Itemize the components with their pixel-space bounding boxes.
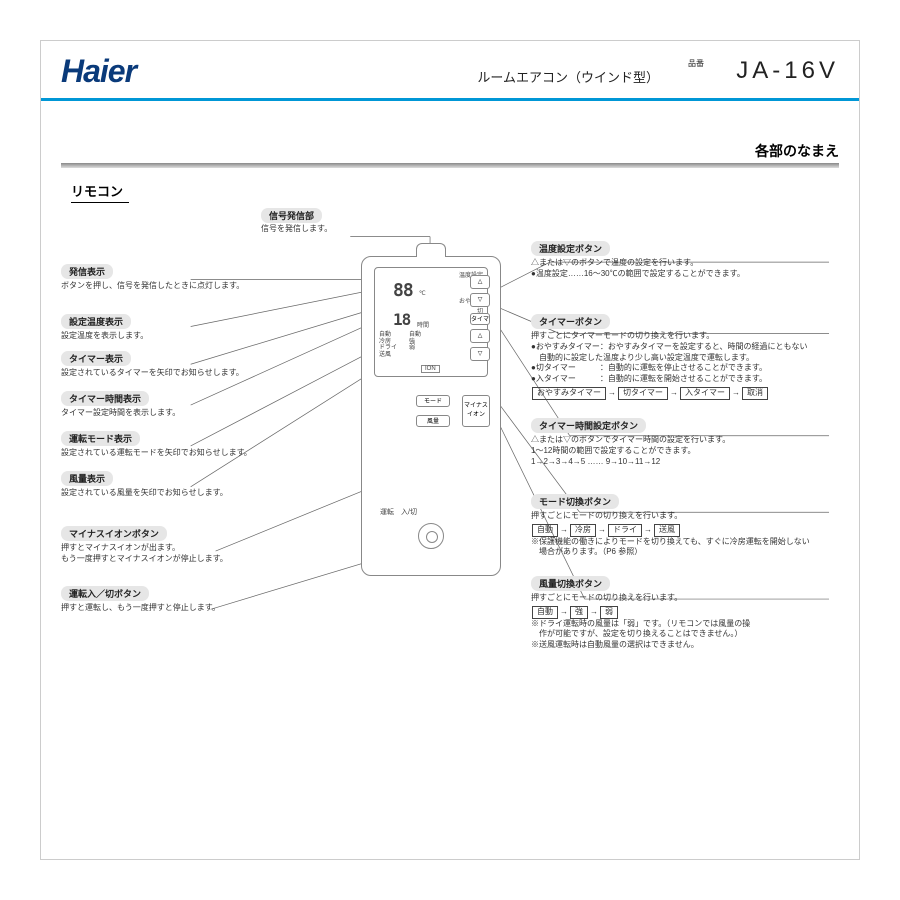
callout-left: 運転モード表示設定されている運転モードを矢印でお知らせします。 bbox=[61, 431, 251, 459]
callout-title: 設定温度表示 bbox=[61, 314, 131, 329]
product-name: ルームエアコン（ウインド型） bbox=[477, 67, 659, 86]
lcd-temp: 88 bbox=[393, 280, 413, 301]
callout-right: タイマーボタン押すごとにタイマーモードの切り換えを行います。●おやすみタイマー：… bbox=[531, 314, 841, 400]
callout-title: タイマー時間表示 bbox=[61, 391, 149, 406]
emitter-window bbox=[416, 243, 446, 257]
fan-button[interactable]: 風量 bbox=[416, 415, 450, 427]
callout-left: 風量表示設定されている風量を矢印でお知らせします。 bbox=[61, 471, 251, 499]
callout-title: 風量表示 bbox=[61, 471, 113, 486]
callout-desc: △または▽のボタンでタイマー時間の設定を行います。1～12時間の範囲で設定するこ… bbox=[531, 435, 841, 467]
callout-left: タイマー時間表示タイマー設定時間を表示します。 bbox=[61, 391, 251, 419]
callout-desc: 信号を発信します。 bbox=[261, 224, 332, 233]
part-no-label: 品番 bbox=[688, 58, 704, 69]
lcd-timer-unit: 時間 bbox=[417, 320, 429, 329]
subtitle: リモコン bbox=[71, 181, 129, 203]
callout-title: 風量切換ボタン bbox=[531, 576, 610, 591]
callout-title: タイマー表示 bbox=[61, 351, 131, 366]
callout-title: 温度設定ボタン bbox=[531, 241, 610, 256]
callout-left: マイナスイオンボタン押すとマイナスイオンが出ます。もう一度押すとマイナスイオンが… bbox=[61, 526, 251, 565]
lcd-fans: 自動 強 弱 bbox=[409, 332, 421, 352]
callout-desc: 押すごとにモードの切り換えを行います。自動→冷房→ドライ→送風※保護機能の働きに… bbox=[531, 511, 841, 558]
time-up-button[interactable]: △ bbox=[470, 329, 490, 343]
temp-down-button[interactable]: ▽ bbox=[470, 293, 490, 307]
lcd-modes: 自動 冷房 ドライ 送風 bbox=[379, 332, 397, 358]
callout-desc: 押すとマイナスイオンが出ます。もう一度押すとマイナスイオンが停止します。 bbox=[61, 543, 251, 565]
callout-title: タイマー時間設定ボタン bbox=[531, 418, 646, 433]
brand-logo: Haier bbox=[61, 53, 136, 90]
callout-title: モード切換ボタン bbox=[531, 494, 619, 509]
callout-desc: ボタンを押し、信号を発信したときに点灯します。 bbox=[61, 281, 251, 292]
lcd-timer: 18 bbox=[393, 310, 410, 329]
mode-button[interactable]: モード bbox=[416, 395, 450, 407]
callout-right: モード切換ボタン押すごとにモードの切り換えを行います。自動→冷房→ドライ→送風※… bbox=[531, 494, 841, 558]
time-down-button[interactable]: ▽ bbox=[470, 347, 490, 361]
callout-title: 運転入／切ボタン bbox=[61, 586, 149, 601]
callout-desc: 設定されているタイマーを矢印でお知らせします。 bbox=[61, 368, 251, 379]
callout-desc: 設定されている運転モードを矢印でお知らせします。 bbox=[61, 448, 251, 459]
ion-button[interactable]: マイナス イオン bbox=[462, 395, 490, 427]
callout-desc: 押すと運転し、もう一度押すと停止します。 bbox=[61, 603, 251, 614]
timer-button[interactable]: タイマー bbox=[470, 313, 490, 325]
callout-desc: 設定されている風量を矢印でお知らせします。 bbox=[61, 488, 251, 499]
part-no: JA-16V bbox=[736, 57, 839, 85]
callout-title: タイマーボタン bbox=[531, 314, 610, 329]
callout-desc: 押すごとにモードの切り換えを行います。自動→強→弱※ドライ運転時の風量は「弱」で… bbox=[531, 593, 841, 651]
power-label: 運転 入/切 bbox=[380, 507, 417, 517]
callout-desc: 押すごとにタイマーモードの切り換えを行います。●おやすみタイマー：おやすみタイマ… bbox=[531, 331, 841, 400]
callout-desc: △または▽のボタンで温度の設定を行います。●温度設定……16～30℃の範囲で設定… bbox=[531, 258, 841, 280]
temp-up-button[interactable]: △ bbox=[470, 275, 490, 289]
callout-right: タイマー時間設定ボタン △または▽のボタンでタイマー時間の設定を行います。1～12… bbox=[531, 418, 841, 467]
remote-body: 温度設定 88 ℃ おやすみ 切 入 18 時間 自動 冷房 ドライ 送風 自動… bbox=[361, 256, 501, 576]
callout-desc: タイマー設定時間を表示します。 bbox=[61, 408, 251, 419]
header-rule bbox=[41, 98, 859, 101]
callout-title: 信号発信部 bbox=[261, 208, 322, 223]
callout-left: 設定温度表示設定温度を表示します。 bbox=[61, 314, 251, 342]
callout-right: 温度設定ボタン △または▽のボタンで温度の設定を行います。●温度設定……16～30… bbox=[531, 241, 841, 280]
lcd-temp-unit: ℃ bbox=[419, 290, 426, 297]
callout-desc: 設定温度を表示します。 bbox=[61, 331, 251, 342]
callout-left: 発信表示ボタンを押し、信号を発信したときに点灯します。 bbox=[61, 264, 251, 292]
callout-title: 運転モード表示 bbox=[61, 431, 140, 446]
lcd-ion: ION bbox=[421, 365, 440, 373]
section-title: 各部のなまえ bbox=[755, 141, 839, 161]
callout-title: 発信表示 bbox=[61, 264, 113, 279]
callout-top: 信号発信部 信号を発信します。 bbox=[261, 208, 332, 235]
callout-title: マイナスイオンボタン bbox=[61, 526, 167, 541]
power-button[interactable] bbox=[418, 523, 444, 549]
callout-left: 運転入／切ボタン押すと運転し、もう一度押すと停止します。 bbox=[61, 586, 251, 614]
callout-right: 風量切換ボタン押すごとにモードの切り換えを行います。自動→強→弱※ドライ運転時の… bbox=[531, 576, 841, 651]
callout-left: タイマー表示設定されているタイマーを矢印でお知らせします。 bbox=[61, 351, 251, 379]
section-rule bbox=[61, 163, 839, 168]
